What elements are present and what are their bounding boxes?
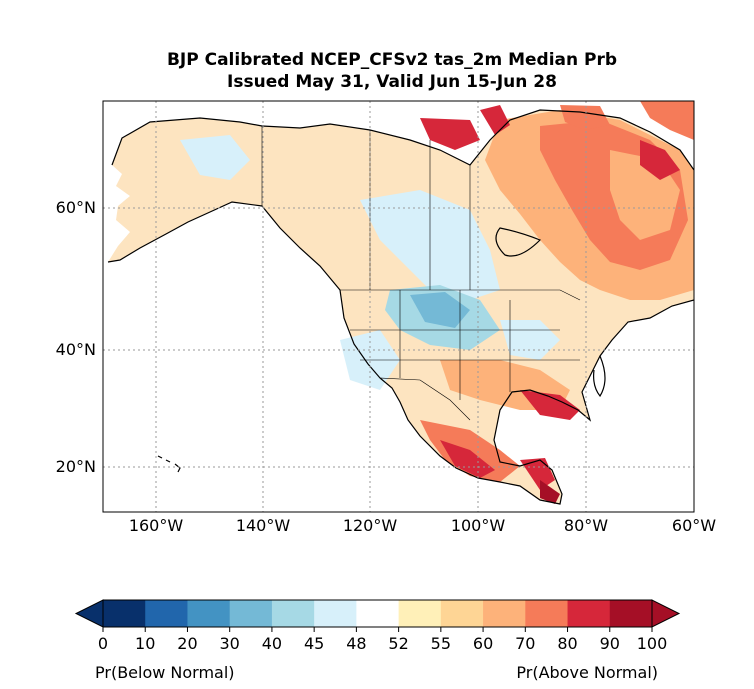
- lon-tick-label: 160°W: [129, 516, 184, 535]
- map-title-line1: BJP Calibrated NCEP_CFSv2 tas_2m Median …: [166, 50, 618, 70]
- gridlines: [103, 101, 694, 512]
- colorbar-tick-label: 30: [220, 634, 240, 653]
- lon-tick-label: 100°W: [451, 516, 506, 535]
- colorbar-segment: [398, 600, 442, 627]
- colorbar-extend-low: [74, 599, 104, 628]
- colorbar-tick-label: 55: [431, 634, 451, 653]
- colorbar-frame: [102, 599, 653, 628]
- colorbar-tick-label: 48: [346, 634, 366, 653]
- colorbar-segment: [483, 600, 526, 627]
- colorbar-tick-label: 70: [515, 634, 535, 653]
- colorbar-tick-label: 45: [304, 634, 324, 653]
- colorbar-segment: [567, 600, 611, 627]
- colorbar-segment: [314, 600, 357, 627]
- hawaii-islands: [157, 455, 181, 473]
- colorbar-segment: [356, 600, 400, 627]
- colorbar-tick-label: 20: [177, 634, 197, 653]
- colorbar-label-above: Pr(Above Normal): [516, 663, 658, 682]
- political-borders: [261, 126, 581, 421]
- colorbar-segment: [525, 600, 569, 627]
- colorbar-extend-high: [651, 599, 681, 628]
- greenland-landmass: [640, 101, 694, 140]
- lon-tick-label: 140°W: [236, 516, 291, 535]
- colorbar: 0 10 20 30 40 45 48 52 55 60 70 80 90 100 Pr(Below No…: [74, 599, 681, 682]
- map-title-line2: Issued May 31, Valid Jun 15-Jun 28: [227, 72, 557, 92]
- colorbar-tick-label: 40: [262, 634, 282, 653]
- lat-tick-label: 20°N: [56, 457, 96, 476]
- lon-tick-label: 120°W: [343, 516, 398, 535]
- colorbar-tick-label: 100: [637, 634, 668, 653]
- colorbar-tick-label: 10: [135, 634, 155, 653]
- lat-tick-label: 60°N: [56, 198, 96, 217]
- lon-tick-label: 80°W: [564, 516, 608, 535]
- colorbar-segment: [229, 600, 273, 627]
- colorbar-label-below: Pr(Below Normal): [95, 663, 235, 682]
- colorbar-segment: [103, 600, 146, 627]
- colorbar-tick-label: 80: [557, 634, 577, 653]
- colorbar-segment: [187, 600, 231, 627]
- colorbar-segment: [609, 600, 653, 627]
- colorbar-tick-label: 60: [473, 634, 493, 653]
- colorbar-segment: [440, 600, 484, 627]
- colorbar-tick-label: 52: [388, 634, 408, 653]
- lat-tick-label: 40°N: [56, 340, 96, 359]
- colorbar-tick-label: 0: [98, 634, 108, 653]
- coastlines: [107, 109, 694, 505]
- lon-tick-label: 60°W: [672, 516, 716, 535]
- colorbar-tick-label: 90: [600, 634, 620, 653]
- colorbar-segment: [145, 600, 188, 627]
- map-panel: [103, 101, 694, 512]
- map-frame: [102, 100, 695, 513]
- colorbar-segment: [271, 600, 315, 627]
